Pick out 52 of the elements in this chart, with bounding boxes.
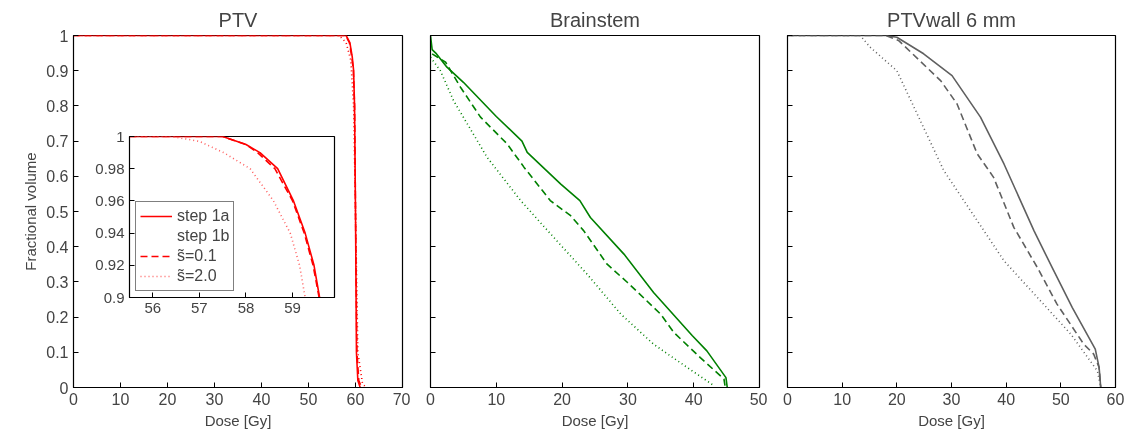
x-tick-label: 20 — [553, 390, 572, 408]
x-tick-label: 40 — [997, 390, 1016, 408]
x-tick-label: 10 — [111, 390, 130, 408]
y-tick-label: 1 — [116, 127, 125, 145]
y-tick-label: 0 — [59, 379, 69, 397]
y-tick-label: 0.2 — [46, 309, 69, 327]
annotation: step 1b — [177, 227, 230, 245]
x-tick-label: 40 — [252, 390, 271, 408]
x-tick-label: 50 — [299, 390, 318, 408]
y-tick-label: 0.7 — [46, 133, 69, 151]
x-tick-label: 70 — [392, 390, 411, 408]
legend-label: s̃=2.0 — [177, 267, 217, 285]
x-tick-label: 10 — [487, 390, 506, 408]
y-tick-label: 0.3 — [46, 273, 69, 291]
y-tick-label: 0.9 — [103, 288, 125, 306]
x-axis-title: Dose [Gy] — [918, 411, 985, 429]
y-tick-label: 0.5 — [46, 203, 69, 221]
chart-title: PTV — [218, 8, 259, 31]
y-tick-label: 0.9 — [46, 62, 69, 80]
y-tick-label: 0.1 — [46, 344, 69, 362]
y-tick-label: 0.94 — [95, 224, 125, 242]
legend-label: step 1a — [177, 207, 230, 225]
x-tick-label: 30 — [942, 390, 961, 408]
chart-title: Brainstem — [549, 8, 641, 31]
x-tick-label: 60 — [346, 390, 365, 408]
chart-title: PTVwall 6 mm — [887, 8, 1016, 31]
x-axis-title: Dose [Gy] — [204, 411, 272, 429]
x-tick-label: 0 — [426, 390, 436, 408]
x-tick-label: 30 — [205, 390, 224, 408]
x-tick-label: 20 — [887, 390, 906, 408]
x-tick-label: 40 — [684, 390, 703, 408]
x-tick-label: 59 — [284, 298, 301, 316]
y-tick-label: 0.92 — [95, 256, 125, 274]
y-tick-label: 0.8 — [46, 97, 69, 115]
y-tick-label: 0.98 — [95, 159, 125, 177]
legend-label: s̃=0.1 — [177, 247, 217, 265]
y-tick-label: 0.6 — [46, 168, 69, 186]
y-tick-label: 0.4 — [46, 238, 69, 256]
x-tick-label: 30 — [619, 390, 637, 408]
y-tick-label: 0.96 — [95, 191, 125, 209]
y-axis-title: Fractional volume — [22, 152, 40, 271]
x-tick-label: 20 — [158, 390, 177, 408]
x-tick-label: 56 — [144, 298, 162, 316]
x-tick-label: 0 — [783, 390, 793, 408]
x-tick-label: 50 — [749, 390, 768, 408]
x-axis-title: Dose [Gy] — [561, 411, 629, 429]
x-tick-label: 50 — [1051, 390, 1070, 408]
x-tick-label: 60 — [1106, 390, 1125, 408]
x-tick-label: 58 — [237, 298, 255, 316]
x-tick-label: 10 — [833, 390, 852, 408]
x-tick-label: 57 — [191, 298, 208, 316]
y-tick-label: 1 — [59, 27, 69, 45]
